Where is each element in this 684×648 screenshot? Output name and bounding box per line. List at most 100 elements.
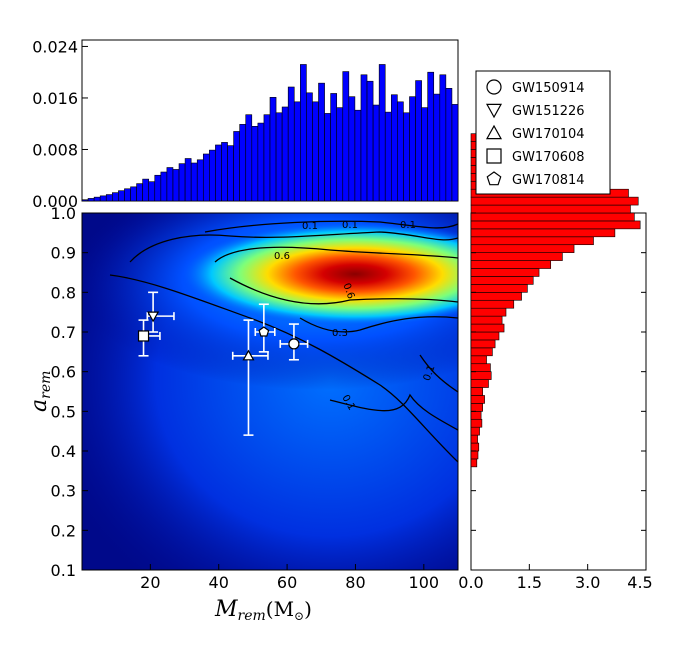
event-point: [137, 319, 161, 357]
contour-line: [109, 274, 458, 463]
histogram-bar: [427, 71, 435, 202]
triangle-up-marker: [242, 349, 255, 361]
y-tick-label: 0.6: [51, 363, 76, 382]
pentagon-marker: [258, 326, 270, 337]
histogram-bar: [403, 112, 410, 202]
histogram-bar: [227, 145, 234, 202]
histogram-bar: [160, 171, 168, 202]
histogram-bar: [93, 196, 101, 202]
circle-marker: [486, 79, 502, 95]
histogram-bar: [318, 82, 325, 202]
histogram-bar: [470, 268, 540, 277]
triangle-down-marker: [147, 311, 160, 323]
histogram-bar: [215, 144, 222, 202]
y-tick-label: 0.2: [51, 521, 76, 540]
histogram-bar: [281, 106, 289, 202]
histogram-bar: [470, 260, 552, 269]
contour-line: [204, 220, 458, 233]
legend-entry: GW170814: [486, 171, 585, 188]
x-tick-label: 20: [140, 573, 160, 592]
square-marker: [486, 148, 502, 164]
histogram-bar: [300, 64, 307, 202]
histogram-bar: [245, 114, 253, 202]
histogram-bar: [251, 126, 259, 202]
histogram-bar: [470, 411, 482, 420]
histogram-bar: [439, 74, 447, 202]
histogram-bar: [99, 195, 107, 202]
spin-histogram: 0.0 1.5 3.0 4.5: [458, 133, 653, 592]
legend-entry: GW150914: [486, 79, 585, 96]
histogram-bar: [470, 450, 479, 460]
x-tick-label: 0.0: [458, 573, 483, 592]
histogram-bar: [415, 80, 422, 202]
histogram-bar: [470, 395, 485, 404]
legend-label: GW151226: [512, 104, 585, 119]
histogram-bar: [470, 252, 563, 261]
event-point: [254, 303, 276, 353]
legend-label: GW170608: [512, 150, 585, 165]
legend-entry: GW170104: [485, 124, 585, 142]
histogram-bar: [470, 403, 483, 412]
histogram-bar: [209, 149, 216, 202]
x-tick-label: 1.5: [517, 573, 542, 592]
histogram-bar: [470, 339, 496, 349]
mass-spin-density: 0.1 0.1 0.10.60.60.30.10.1 20 40 60 80 100 0.1…: [27, 204, 459, 624]
y-tick-label: 0.008: [32, 140, 78, 159]
histogram-bar: [470, 371, 492, 380]
histogram-bar: [421, 107, 428, 202]
contour-line: [214, 246, 458, 263]
histogram-bar: [470, 331, 500, 341]
histogram-bar: [397, 101, 404, 202]
legend-label: GW150914: [512, 81, 585, 96]
histogram-bar: [451, 104, 459, 202]
contour-label: 0.6: [340, 282, 356, 301]
histogram-bar: [470, 418, 483, 428]
histogram-bar: [312, 101, 319, 202]
histogram-bar: [470, 347, 493, 357]
histogram-bar: [154, 174, 162, 202]
histogram-bar: [178, 163, 186, 202]
histogram-bar: [348, 96, 356, 202]
histogram-bar: [470, 236, 594, 246]
histogram-bar: [324, 113, 331, 202]
histogram-bar: [293, 101, 301, 202]
density-peak: [180, 222, 458, 326]
x-axis-label: Mrem(M⊙): [214, 597, 312, 624]
pentagon-marker: [486, 171, 502, 186]
histogram-bar: [470, 220, 641, 230]
histogram-bar: [257, 122, 265, 202]
histogram-bar: [470, 379, 489, 388]
event-point: [231, 319, 269, 436]
histogram-bar: [470, 228, 616, 238]
histogram-bar: [445, 88, 453, 202]
mass-histogram: 0.000 0.008 0.016 0.024: [32, 37, 459, 211]
histogram-bar: [360, 74, 368, 202]
histogram-bar: [409, 96, 416, 202]
histogram-bar: [470, 299, 515, 309]
contour-line: [229, 277, 458, 305]
contour-line: [419, 354, 458, 393]
histogram-bar: [330, 93, 338, 202]
histogram-bar: [239, 124, 247, 202]
histogram-bar: [470, 315, 503, 325]
histogram-bar: [124, 188, 131, 202]
y-tick-label: 0.7: [51, 323, 76, 342]
histogram-bar: [87, 198, 95, 202]
contour-label: 0.1: [302, 221, 318, 232]
histogram-bar: [221, 142, 228, 202]
histogram-bar: [470, 276, 534, 285]
y-tick-label: 0.3: [51, 482, 76, 501]
contour-label: 0.1: [422, 364, 438, 383]
histogram-bar: [470, 284, 528, 293]
y-tick-label: 1.0: [51, 204, 76, 223]
legend-entry: GW170608: [486, 148, 585, 165]
density-frame: [81, 212, 459, 571]
histogram-bar: [105, 194, 113, 202]
histogram-bar: [196, 159, 204, 202]
event-point: [279, 323, 309, 361]
legend: GW150914 GW151226 GW170104 GW170608 GW170814: [475, 70, 611, 195]
histogram-bar: [470, 426, 480, 436]
triangle-up-marker: [485, 124, 503, 140]
contour-label: 0.1: [400, 220, 416, 231]
y-axis-label: arem: [27, 371, 54, 412]
